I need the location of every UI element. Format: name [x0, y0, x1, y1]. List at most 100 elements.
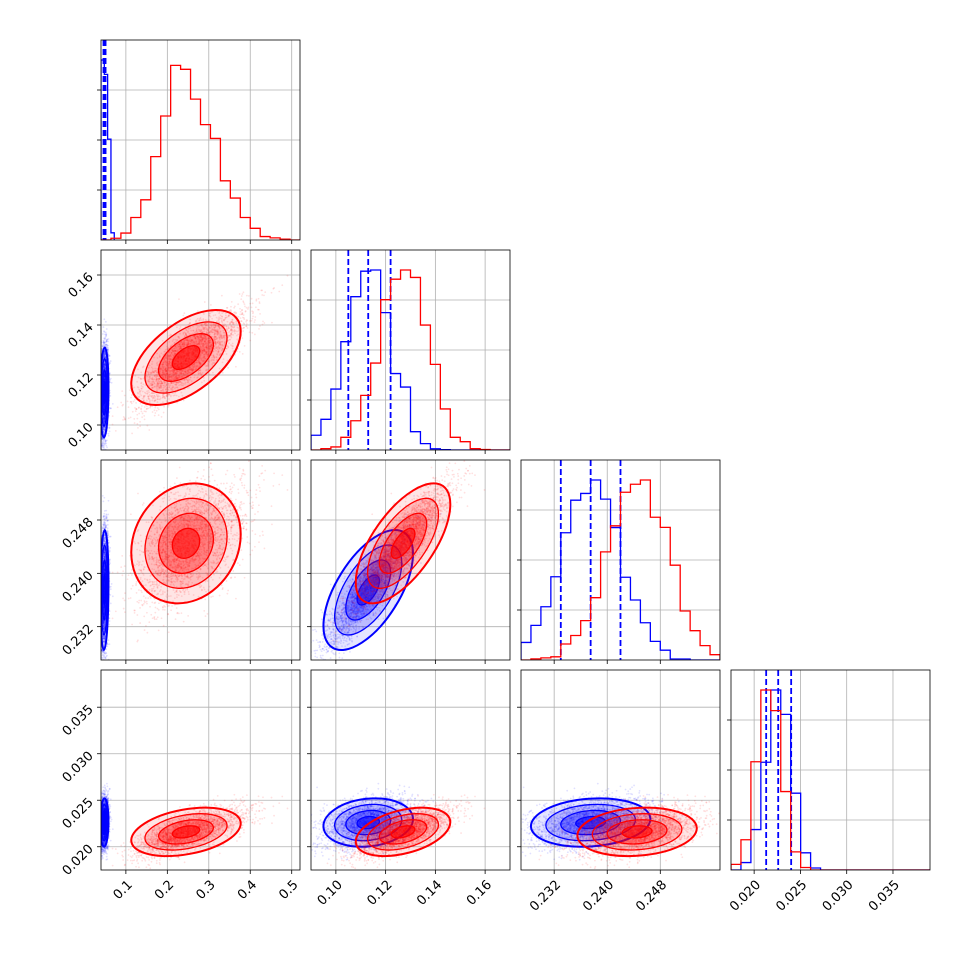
scatter-point	[103, 331, 106, 333]
scatter-point	[103, 404, 105, 407]
scatter-point	[102, 343, 105, 346]
scatter-point	[103, 408, 106, 410]
scatter-point	[104, 353, 106, 356]
scatter-point	[157, 414, 160, 417]
scatter-point	[141, 412, 144, 415]
plot-area	[101, 40, 300, 240]
scatter-point	[278, 290, 281, 293]
scatter-point	[103, 417, 106, 420]
scatter-point	[254, 306, 257, 309]
scatter-point	[249, 302, 252, 305]
scatter-point	[130, 396, 132, 399]
scatter-point	[101, 457, 103, 459]
scatter-point	[102, 418, 105, 421]
scatter-point	[131, 432, 133, 435]
scatter-point	[102, 326, 105, 328]
scatter-point	[107, 432, 110, 435]
scatter-point	[245, 325, 248, 328]
scatter-point	[163, 405, 165, 408]
scatter-point	[262, 320, 264, 323]
scatter-point	[243, 345, 246, 347]
scatter-point	[102, 406, 105, 409]
scatter-point	[109, 407, 112, 410]
scatter-point	[134, 410, 137, 413]
scatter-point	[252, 315, 254, 318]
scatter-point	[105, 442, 108, 445]
scatter-point	[250, 297, 253, 300]
scatter-point	[196, 310, 199, 312]
plot-area	[101, 274, 289, 459]
scatter-point	[103, 419, 106, 422]
scatter-point	[101, 333, 104, 335]
scatter-point	[108, 407, 111, 410]
scatter-point	[101, 452, 103, 454]
scatter-point	[259, 312, 261, 315]
scatter-point	[156, 407, 159, 409]
scatter-point	[109, 407, 112, 410]
scatter-point	[210, 304, 212, 306]
scatter-point	[103, 377, 106, 380]
scatter-point	[104, 344, 106, 347]
scatter-point	[122, 419, 124, 421]
scatter-point	[103, 378, 106, 381]
scatter-point	[114, 430, 117, 432]
scatter-point	[130, 394, 133, 396]
scatter-point	[101, 345, 104, 348]
scatter-point	[130, 400, 133, 403]
scatter-point	[233, 306, 236, 309]
scatter-point	[102, 341, 105, 343]
scatter-point	[101, 438, 104, 441]
scatter-point	[139, 421, 141, 423]
scatter-point	[108, 430, 111, 433]
scatter-point	[143, 410, 146, 413]
scatter-point	[103, 375, 106, 377]
scatter-point	[103, 365, 106, 368]
scatter-point	[123, 417, 126, 419]
scatter-point	[251, 302, 254, 305]
scatter-point	[250, 306, 253, 309]
scatter-point	[261, 323, 264, 326]
scatter-point	[121, 404, 124, 407]
scatter-point	[104, 439, 107, 442]
scatter-point	[103, 408, 105, 411]
scatter-point	[140, 405, 143, 407]
scatter-point	[106, 338, 109, 341]
scatter-point	[127, 417, 130, 420]
scatter-point	[286, 274, 289, 277]
scatter-point	[146, 405, 148, 408]
scatter-point	[104, 336, 107, 339]
scatter-point	[103, 338, 106, 340]
scatter-point	[107, 348, 109, 351]
scatter-point	[270, 291, 273, 294]
scatter-point	[103, 404, 106, 406]
scatter-point	[104, 352, 106, 355]
scatter-point	[103, 355, 106, 358]
scatter-point	[237, 315, 240, 318]
scatter-point	[239, 307, 241, 310]
scatter-point	[141, 416, 144, 419]
scatter-point	[102, 342, 105, 345]
scatter-point	[103, 378, 105, 381]
scatter-point	[102, 339, 105, 342]
scatter-point	[102, 417, 105, 419]
scatter-point	[108, 361, 111, 364]
scatter-point	[102, 442, 105, 445]
scatter-point	[103, 428, 106, 430]
scatter-point	[251, 331, 254, 334]
scatter-point	[105, 340, 108, 343]
scatter-point	[143, 418, 146, 421]
scatter-point	[103, 354, 106, 357]
scatter-point	[243, 326, 245, 329]
scatter-point	[102, 446, 105, 449]
scatter-point	[104, 353, 107, 356]
scatter-point	[167, 404, 170, 407]
scatter-point	[103, 418, 106, 421]
scatter-point	[101, 437, 103, 440]
scatter-point	[264, 291, 267, 294]
scatter-point	[104, 331, 107, 334]
scatter-point	[245, 320, 248, 323]
scatter-point	[257, 308, 259, 311]
scatter-point	[154, 412, 157, 414]
scatter-point	[102, 428, 105, 431]
scatter-point	[220, 294, 223, 297]
